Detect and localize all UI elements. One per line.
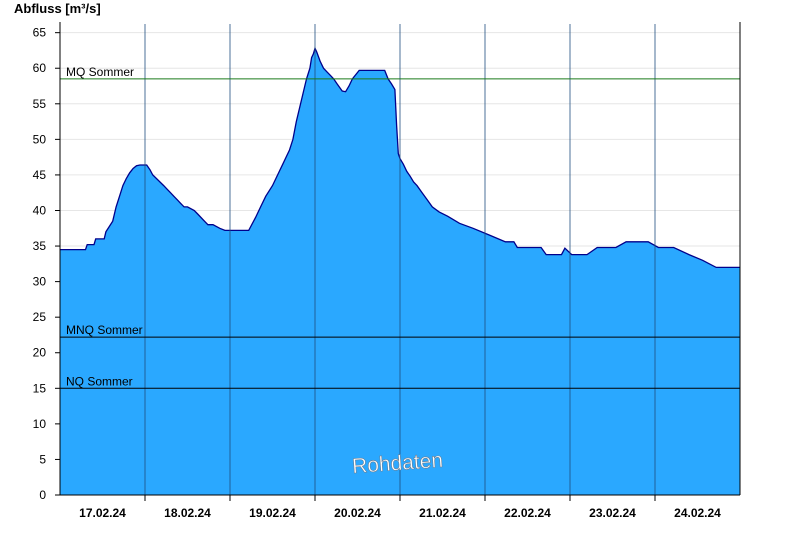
y-tick-label: 5 — [39, 452, 46, 466]
discharge-line — [60, 46, 740, 269]
y-tick-label: 50 — [33, 132, 47, 146]
x-tick-labels: 17.02.24 18.02.24 19.02.24 20.02.24 21.02.24… — [79, 495, 721, 520]
x-tick-label: 22.02.24 — [504, 506, 551, 520]
x-tick-label: 18.02.24 — [164, 506, 211, 520]
y-tick-label: 35 — [33, 239, 47, 253]
y-tick-label: 40 — [33, 203, 47, 217]
x-tick-label: 17.02.24 — [79, 506, 126, 520]
y-tick-label: 0 — [39, 488, 46, 502]
x-tick-label: 21.02.24 — [419, 506, 466, 520]
x-tick-label: 24.02.24 — [674, 506, 721, 520]
y-axis-title: Abfluss [m³/s] — [14, 1, 101, 16]
day-separator-lines — [144, 24, 656, 495]
y-tick-label: 20 — [33, 346, 47, 360]
y-tick-label: 10 — [33, 417, 47, 431]
y-tick-label: 60 — [33, 61, 47, 75]
y-tick-label: 25 — [33, 310, 47, 324]
x-tick-label: 20.02.24 — [334, 506, 381, 520]
x-tick-label: 19.02.24 — [249, 506, 296, 520]
reference-lines: MQ Sommer MNQ Sommer NQ Sommer — [60, 65, 740, 389]
y-tick-label: 45 — [33, 168, 47, 182]
y-tick-label: 30 — [33, 275, 47, 289]
y-tick-label: 15 — [33, 381, 47, 395]
reference-line-label: MNQ Sommer — [66, 323, 143, 337]
x-tick-label: 23.02.24 — [589, 506, 636, 520]
y-tick-labels: 0 5 10 15 20 25 30 35 40 45 50 55 60 65 — [33, 26, 60, 502]
reference-line-label: MQ Sommer — [66, 65, 134, 79]
y-tick-label: 55 — [33, 97, 47, 111]
reference-line-label: NQ Sommer — [66, 374, 133, 388]
y-tick-label: 65 — [33, 26, 47, 40]
